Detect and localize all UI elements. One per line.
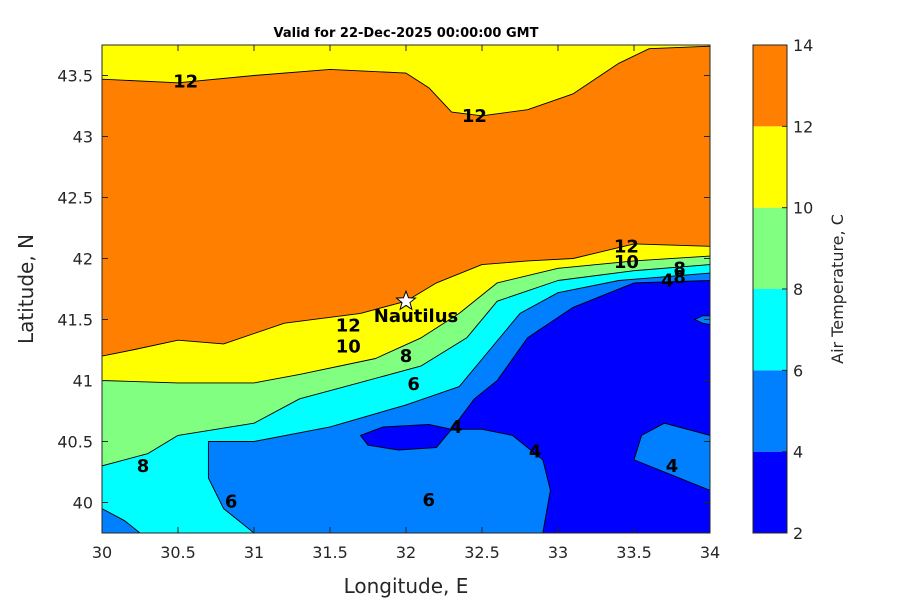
x-tick-label: 33 (548, 543, 568, 562)
contour-label-9: 8 (400, 346, 413, 367)
contour-bands (102, 45, 710, 533)
contour-label-2: 12 (614, 236, 639, 257)
contour-label-3: 10 (614, 252, 639, 273)
y-axis-label: Latitude, N (14, 234, 38, 344)
contour-label-8: 10 (336, 336, 361, 357)
y-tick-label: 41 (73, 372, 93, 391)
x-tick-label: 34 (700, 543, 720, 562)
y-tick-label: 43.5 (57, 67, 93, 86)
y-axis-ticks: 40 40.5 41 41.5 42 42.5 43 43.5 (57, 67, 710, 513)
colorbar-tick-label: 4 (793, 443, 803, 462)
x-tick-label: 31 (244, 543, 264, 562)
contour-band-2-7 (359, 423, 453, 451)
contour-label-16: 6 (423, 490, 436, 511)
contour-band-4-8 (694, 315, 710, 325)
colorbar (753, 45, 787, 533)
colorbar-segment-2 (753, 451, 787, 533)
y-tick-label: 43 (73, 128, 93, 147)
colorbar-label: Air Temperature, C (828, 214, 847, 364)
contour-band-4-5 (102, 508, 141, 533)
contour-label-4: 8 (673, 258, 686, 279)
colorbar-tick-label: 8 (793, 280, 803, 299)
colorbar-tick-label: 6 (793, 361, 803, 380)
contour-label-15: 6 (225, 491, 238, 512)
contour-label-11: 4 (450, 417, 463, 438)
x-axis-label: Longitude, E (344, 574, 469, 598)
colorbar-segment-6 (753, 289, 787, 371)
x-tick-label: 32.5 (464, 543, 500, 562)
x-tick-label: 31.5 (312, 543, 348, 562)
marker-star-icon (395, 289, 417, 311)
y-tick-label: 42 (73, 250, 93, 269)
location-marker: Nautilus (374, 289, 459, 327)
x-tick-label: 30 (92, 543, 112, 562)
contour-label-12: 4 (529, 441, 542, 462)
x-tick-label: 33.5 (616, 543, 652, 562)
colorbar-segment-10 (753, 126, 787, 208)
contour-label-7: 12 (336, 316, 361, 337)
colorbar-tick-label: 10 (793, 199, 813, 218)
contour-label-10: 6 (407, 374, 420, 395)
y-tick-label: 40.5 (57, 433, 93, 452)
colorbar-tick-label: 12 (793, 117, 813, 136)
x-tick-label: 30.5 (160, 543, 196, 562)
colorbar-segment-8 (753, 207, 787, 289)
contour-label-1: 12 (462, 106, 487, 127)
y-tick-label: 42.5 (57, 189, 93, 208)
y-tick-label: 41.5 (57, 311, 93, 330)
colorbar-tick-label: 2 (793, 524, 803, 543)
colorbar-ticks: 2 4 6 8 10 12 14 (782, 36, 813, 543)
contour-label-14: 8 (137, 456, 150, 477)
contour-label-13: 4 (666, 456, 679, 477)
x-axis-ticks: 30 30.5 31 31.5 32 32.5 33 33.5 34 (92, 45, 720, 562)
contour-label-5: 4 (661, 270, 674, 291)
y-tick-label: 40 (73, 494, 93, 513)
colorbar-tick-label: 14 (793, 36, 813, 55)
colorbar-segment-12 (753, 45, 787, 127)
contour-band-2-6 (451, 280, 710, 533)
colorbar-segment-4 (753, 370, 787, 452)
chart-title: Valid for 22-Dec-2025 00:00:00 GMT (274, 26, 539, 41)
contour-label-6: 8 (673, 267, 686, 288)
x-tick-label: 32 (396, 543, 416, 562)
marker-label: Nautilus (374, 306, 459, 327)
contour-band-12-1 (102, 45, 710, 357)
contour-label-0: 12 (173, 72, 198, 93)
